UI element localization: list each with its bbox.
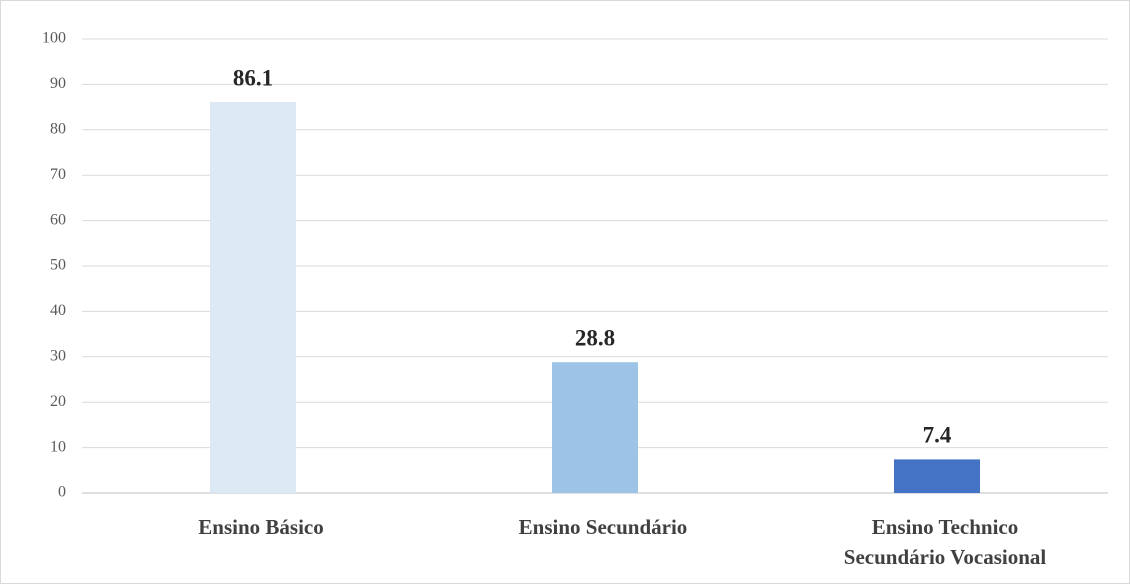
- data-label: 28.8: [575, 326, 615, 351]
- data-label: 86.1: [233, 65, 273, 90]
- y-tick-label: 100: [42, 30, 66, 47]
- y-tick-label: 0: [58, 484, 66, 501]
- data-label: 7.4: [923, 423, 952, 448]
- y-tick-label: 30: [50, 347, 66, 364]
- y-tick-label: 60: [50, 211, 66, 228]
- y-tick-label: 80: [50, 120, 66, 137]
- y-tick-label: 40: [50, 302, 66, 319]
- x-tick-label: Ensino Básico: [198, 515, 324, 539]
- x-tick-label: Ensino Secundário: [518, 515, 688, 539]
- y-tick-label: 20: [50, 393, 66, 410]
- bar: [894, 459, 980, 493]
- y-tick-label: 90: [50, 75, 66, 92]
- y-tick-label: 70: [50, 166, 66, 183]
- bar: [210, 102, 296, 493]
- y-tick-label: 50: [50, 257, 66, 274]
- x-tick-label: Ensino Technico Secundário Vocasional: [843, 515, 1047, 569]
- bar: [552, 362, 638, 493]
- y-tick-label: 10: [50, 438, 66, 455]
